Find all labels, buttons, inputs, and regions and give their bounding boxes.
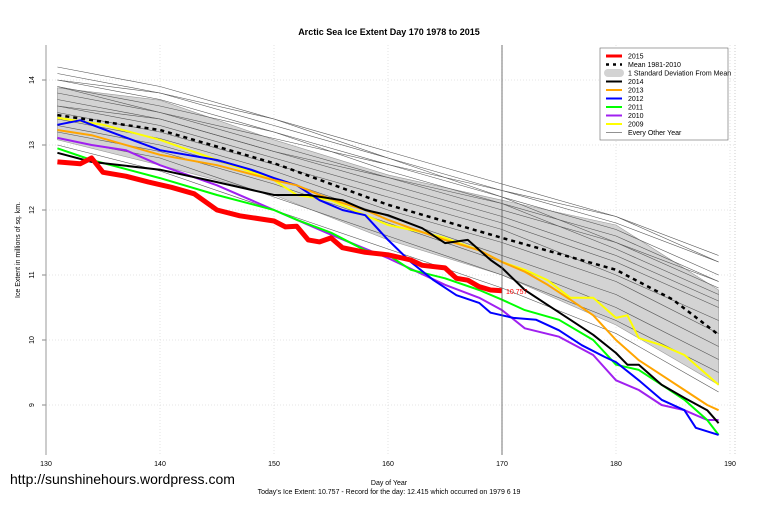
end-value-label: 10.757 <box>506 289 528 296</box>
other-year-line <box>57 105 719 308</box>
other-year-line <box>57 125 719 347</box>
axes: 130 140 150 160 170 180 190 9 10 11 12 13 14 <box>29 45 736 468</box>
x-tick-label: 150 <box>268 461 280 468</box>
y-tick-label: 12 <box>29 206 36 214</box>
other-year-line <box>57 144 719 393</box>
legend-label: Mean 1981-2010 <box>628 62 681 69</box>
y-tick-label: 10 <box>29 336 36 344</box>
mean-line <box>57 113 720 336</box>
watermark: http://sunshinehours.wordpress.com <box>10 471 235 487</box>
x-tick-label: 170 <box>496 461 508 468</box>
x-tick-label: 160 <box>382 461 394 468</box>
other-years <box>57 66 719 393</box>
other-year-line <box>57 79 719 282</box>
other-year-line <box>57 86 719 263</box>
chart-title: Arctic Sea Ice Extent Day 170 1978 to 20… <box>298 27 480 37</box>
legend-label: 2013 <box>628 88 644 95</box>
other-year-line <box>57 138 719 373</box>
series-line-2012 <box>57 119 719 436</box>
legend-label: 2014 <box>628 79 644 86</box>
legend-label: 2011 <box>628 105 643 112</box>
y-tick-label: 13 <box>29 141 36 149</box>
x-axis-label: Day of Year <box>371 480 408 487</box>
other-year-line <box>57 105 719 295</box>
legend-label: 2012 <box>628 96 644 103</box>
legend-label: 2015 <box>628 54 644 61</box>
y-tick-label: 14 <box>29 76 36 84</box>
series-line-2014 <box>57 151 720 424</box>
legend-label: 2009 <box>628 122 644 129</box>
other-year-line <box>57 131 719 360</box>
legend-label: Every Other Year <box>628 130 682 137</box>
y-tick-label: 9 <box>29 403 36 407</box>
mean-line-group <box>57 113 720 336</box>
y-axis-label: Ice Extent in millions of sq. km. <box>15 202 22 298</box>
x-tick-label: 130 <box>40 461 52 468</box>
legend-swatch <box>604 69 624 77</box>
series-line-2010 <box>57 136 719 421</box>
x-tick-label: 140 <box>154 461 166 468</box>
series-group: 10.757 <box>57 116 720 436</box>
x-tick-label: 180 <box>610 461 622 468</box>
other-year-line <box>57 86 719 282</box>
series-line-2013 <box>57 129 720 412</box>
legend-label: 2010 <box>628 113 644 120</box>
series-line-2015 <box>57 155 503 294</box>
other-year-line <box>57 118 719 334</box>
x-tick-label: 190 <box>724 461 736 468</box>
y-tick-label: 11 <box>29 271 36 278</box>
chart-subtitle: Today's Ice Extent: 10.757 - Record for … <box>258 489 521 496</box>
series-line-2011 <box>57 147 720 436</box>
legend-label: 1 Standard Deviation From Mean <box>628 71 731 78</box>
other-year-line <box>57 112 719 321</box>
